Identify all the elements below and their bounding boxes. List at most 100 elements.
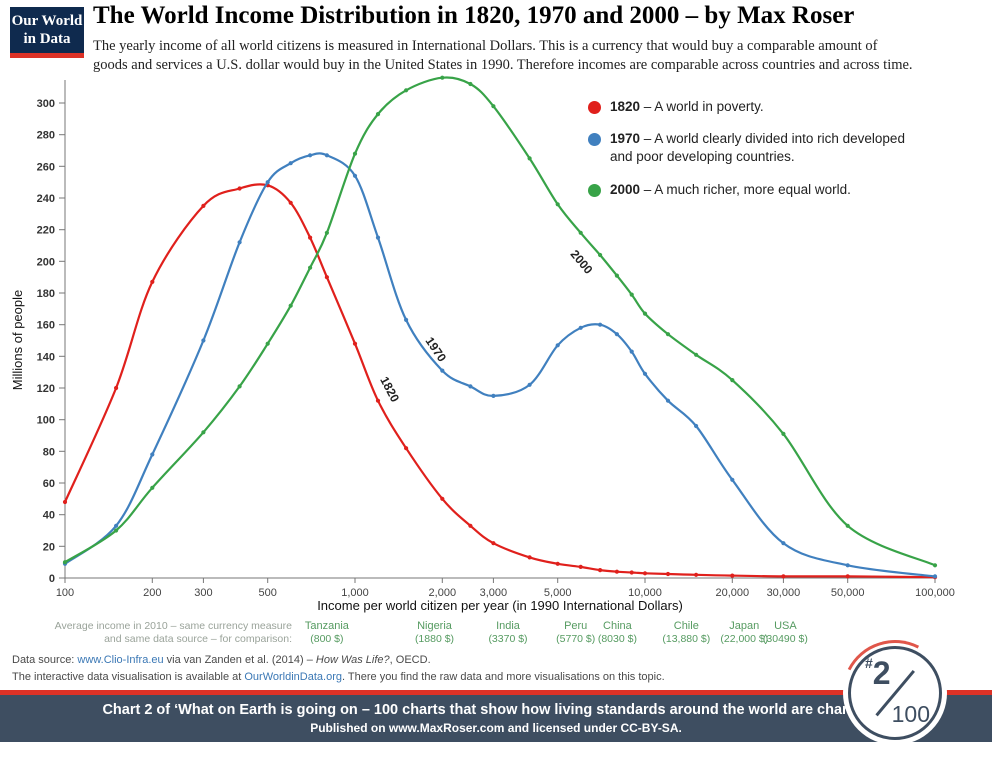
data-point-1820 [491, 541, 496, 546]
y-tick-label: 100 [37, 415, 55, 427]
x-tick-label: 5,000 [544, 587, 572, 599]
comparison-country-value: (3370 $) [488, 633, 527, 645]
y-tick-label: 80 [43, 446, 55, 458]
x-tick-label: 100,000 [915, 587, 955, 599]
data-point-1820 [694, 572, 699, 577]
comparison-country-name: Chile [674, 620, 699, 632]
data-point-2000 [629, 292, 634, 297]
data-point-1970 [440, 368, 445, 373]
y-tick-label: 220 [37, 225, 55, 237]
data-point-1820 [114, 385, 119, 391]
data-point-1970 [781, 541, 786, 546]
data-point-1820 [440, 496, 445, 501]
data-point-1970 [555, 343, 560, 348]
data-point-2000 [578, 230, 583, 235]
data-point-2000 [201, 430, 206, 435]
data-point-1820 [308, 235, 313, 240]
comparison-country-value: (5770 $) [556, 633, 595, 645]
y-tick-label: 280 [37, 130, 55, 142]
data-point-1820 [730, 573, 735, 578]
y-tick-label: 180 [37, 288, 55, 300]
data-point-2000 [468, 81, 473, 87]
series-line-1820 [63, 183, 937, 579]
legend-text-2000: 2000 – A much richer, more equal world. [610, 181, 851, 199]
data-point-1820 [598, 568, 603, 573]
comparison-country-value: (800 $) [310, 633, 343, 645]
legend-desc-2000: – A much richer, more equal world. [640, 181, 851, 197]
data-point-1820 [237, 186, 242, 191]
legend-text-1820: 1820 – A world in poverty. [610, 98, 764, 116]
legend-desc-1970: – A world clearly divided into rich deve… [610, 131, 905, 165]
chart-number-badge: #2 100 [828, 626, 962, 757]
data-point-2000 [308, 265, 313, 270]
data-point-1970 [150, 452, 155, 457]
data-point-1820 [578, 564, 583, 569]
data-point-1820 [352, 341, 358, 346]
comparison-country-name: USA [774, 620, 797, 632]
data-point-1820 [665, 571, 671, 577]
x-tick-label: 100 [56, 587, 74, 599]
comparison-caption-line2: and same data source – for comparison: [104, 633, 292, 645]
data-point-2000 [781, 431, 786, 436]
data-point-1820 [845, 574, 850, 579]
data-point-1970 [201, 338, 206, 343]
y-tick-label: 300 [37, 98, 55, 110]
x-axis-title: Income per world citizen per year (in 19… [317, 598, 683, 613]
legend-dot-2000-icon [588, 183, 601, 197]
banner-license-line: Published on www.MaxRoser.com and licens… [310, 721, 682, 735]
comparison-caption-line1: Average income in 2010 – same currency m… [55, 620, 293, 632]
data-point-2000 [555, 202, 560, 207]
data-point-1820 [781, 574, 786, 579]
legend-item-1820: 1820 – A world in poverty. [588, 98, 978, 116]
data-point-1970 [629, 349, 634, 354]
data-point-2000 [730, 378, 735, 383]
data-point-2000 [404, 88, 409, 93]
data-point-1820 [201, 203, 206, 208]
legend-year-1820: 1820 [610, 99, 641, 114]
y-tick-label: 120 [37, 383, 55, 395]
data-point-1970 [288, 161, 293, 166]
y-tick-label: 140 [37, 351, 55, 363]
badge-number: 2 [872, 655, 891, 691]
data-source-line: Data source: www.Clio-Infra.eu via van Z… [12, 654, 431, 666]
legend-item-2000: 2000 – A much richer, more equal world. [588, 181, 978, 199]
comparison-country-value: (22,000 $) [720, 633, 768, 645]
data-point-2000 [324, 230, 329, 235]
source-publication: How Was Life? [315, 654, 390, 666]
data-point-1970 [642, 371, 648, 376]
interactive-visualisation-line: The interactive data visualisation is av… [12, 671, 665, 683]
clio-infra-link[interactable]: www.Clio-Infra.eu [77, 654, 164, 666]
footer-banner: Chart 2 of ‘What on Earth is going on – … [0, 690, 992, 742]
x-tick-label: 50,000 [831, 587, 865, 599]
data-point-1820 [555, 561, 560, 566]
data-point-1820 [527, 555, 532, 560]
data-point-1970 [468, 384, 473, 389]
data-point-1970 [375, 235, 381, 240]
comparison-country-name: China [603, 620, 633, 632]
data-point-2000 [932, 563, 938, 568]
comparison-country-name: Nigeria [417, 620, 453, 632]
comparison-country-value: (30490 $) [763, 633, 808, 645]
interactive-suffix: . There you find the raw data and more v… [341, 671, 665, 683]
x-tick-label: 2,000 [429, 587, 457, 599]
data-point-1970 [932, 574, 938, 579]
data-point-1820 [404, 446, 409, 451]
legend-year-2000: 2000 [610, 181, 641, 197]
x-tick-label: 30,000 [767, 587, 801, 599]
ourworldindata-link[interactable]: OurWorldinData.org [244, 671, 342, 683]
x-tick-label: 500 [259, 587, 277, 599]
interactive-prefix: The interactive data visualisation is av… [12, 671, 245, 683]
data-point-1970 [527, 382, 532, 387]
data-point-1970 [578, 325, 583, 330]
data-point-1820 [468, 523, 473, 528]
comparison-country-value: (8030 $) [598, 633, 637, 645]
chart-area: 0 20 40 60 80 100 120 140 160 180 200 220 240 260 280 3… [0, 72, 992, 652]
chart-subtitle: The yearly income of all world citizens … [93, 38, 913, 74]
y-tick-label: 160 [37, 320, 55, 332]
source-prefix: Data source: [12, 654, 78, 666]
comparison-country-value: (13,880 $) [662, 633, 710, 645]
data-point-1970 [598, 322, 603, 327]
legend-dot-1820-icon [588, 101, 601, 114]
data-point-1820 [629, 570, 634, 575]
